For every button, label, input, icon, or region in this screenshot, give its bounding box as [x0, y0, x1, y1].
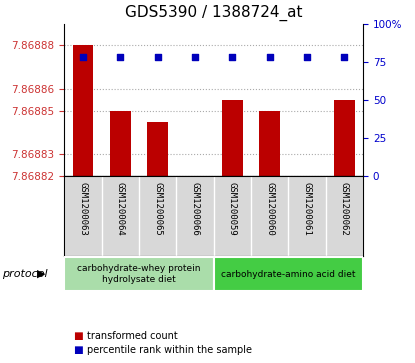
Text: transformed count: transformed count — [87, 331, 178, 341]
Text: GSM1200066: GSM1200066 — [190, 183, 200, 236]
Bar — [214, 257, 363, 291]
Text: GSM1200061: GSM1200061 — [303, 183, 312, 236]
Point — [266, 54, 273, 60]
Text: ■: ■ — [73, 345, 82, 355]
Point — [154, 54, 161, 60]
Bar — [110, 111, 131, 176]
Point — [117, 54, 124, 60]
Text: GSM1200060: GSM1200060 — [265, 183, 274, 236]
Point — [192, 54, 198, 60]
Bar — [73, 45, 93, 176]
Title: GDS5390 / 1388724_at: GDS5390 / 1388724_at — [125, 5, 303, 21]
Text: GSM1200059: GSM1200059 — [228, 183, 237, 236]
Point — [304, 54, 310, 60]
Text: GSM1200062: GSM1200062 — [340, 183, 349, 236]
Text: carbohydrate-amino acid diet: carbohydrate-amino acid diet — [221, 270, 356, 278]
Text: protocol: protocol — [2, 269, 48, 279]
Bar — [64, 257, 214, 291]
Text: carbohydrate-whey protein
hydrolysate diet: carbohydrate-whey protein hydrolysate di… — [77, 264, 201, 284]
Point — [341, 54, 348, 60]
Point — [80, 54, 86, 60]
Text: percentile rank within the sample: percentile rank within the sample — [87, 345, 252, 355]
Bar — [222, 100, 243, 176]
Text: GSM1200063: GSM1200063 — [78, 183, 88, 236]
Bar — [259, 111, 280, 176]
Text: ▶: ▶ — [37, 269, 45, 279]
Bar — [334, 100, 355, 176]
Text: GSM1200065: GSM1200065 — [153, 183, 162, 236]
Bar — [297, 176, 317, 363]
Point — [229, 54, 236, 60]
Text: ■: ■ — [73, 331, 82, 341]
Bar — [185, 176, 205, 363]
Text: GSM1200064: GSM1200064 — [116, 183, 125, 236]
Bar — [147, 122, 168, 176]
